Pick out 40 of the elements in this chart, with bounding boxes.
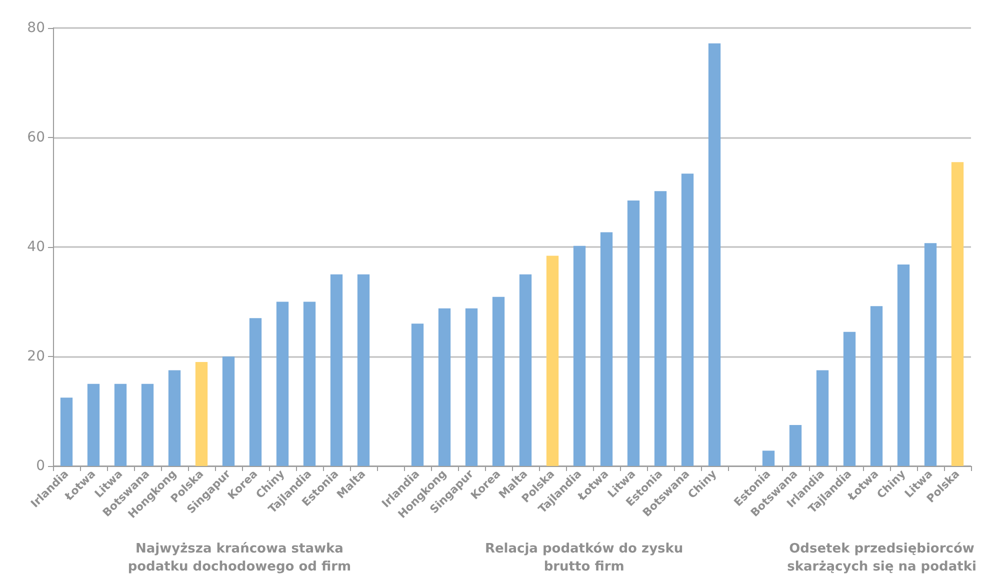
y-tick-label: 20: [27, 348, 45, 364]
bar: [789, 424, 802, 466]
bar: [330, 274, 343, 466]
bar: [654, 191, 667, 466]
bar: [897, 264, 910, 466]
bar: [141, 384, 154, 466]
bar: [816, 370, 829, 466]
bar: [465, 308, 478, 466]
bar: [195, 362, 208, 466]
bar: [519, 274, 532, 466]
bar: [951, 162, 964, 466]
bar: [168, 370, 181, 466]
bar: [411, 324, 424, 466]
bar: [762, 450, 775, 466]
bar: [114, 384, 127, 466]
bar: [546, 256, 559, 466]
y-tick-label: 0: [36, 458, 45, 474]
bar: [87, 384, 100, 466]
text: Relacja podatków do zysku brutto firm: [484, 542, 684, 574]
bar: [627, 200, 640, 466]
bar: [249, 318, 262, 466]
text: Odsetek przedsiębiorców skarżących się na podatki: [787, 542, 976, 574]
bar: [843, 332, 856, 466]
bar: [492, 296, 505, 466]
bar: [924, 243, 937, 466]
bar: [438, 308, 451, 466]
bar: [357, 274, 370, 466]
y-tick-label: 60: [27, 130, 45, 146]
bar: [276, 302, 289, 466]
bar: [573, 246, 586, 466]
bar: [60, 398, 73, 466]
bar: [600, 232, 613, 466]
bar: [222, 356, 235, 466]
bar: [870, 306, 883, 466]
y-tick-label: 80: [27, 20, 45, 36]
bar: [681, 174, 694, 466]
bar: [708, 43, 721, 466]
text: Najwyższa krańcowa stawka podatku dochodowego od firm: [128, 542, 352, 574]
bar: [303, 302, 316, 466]
y-tick-label: 40: [27, 239, 45, 255]
